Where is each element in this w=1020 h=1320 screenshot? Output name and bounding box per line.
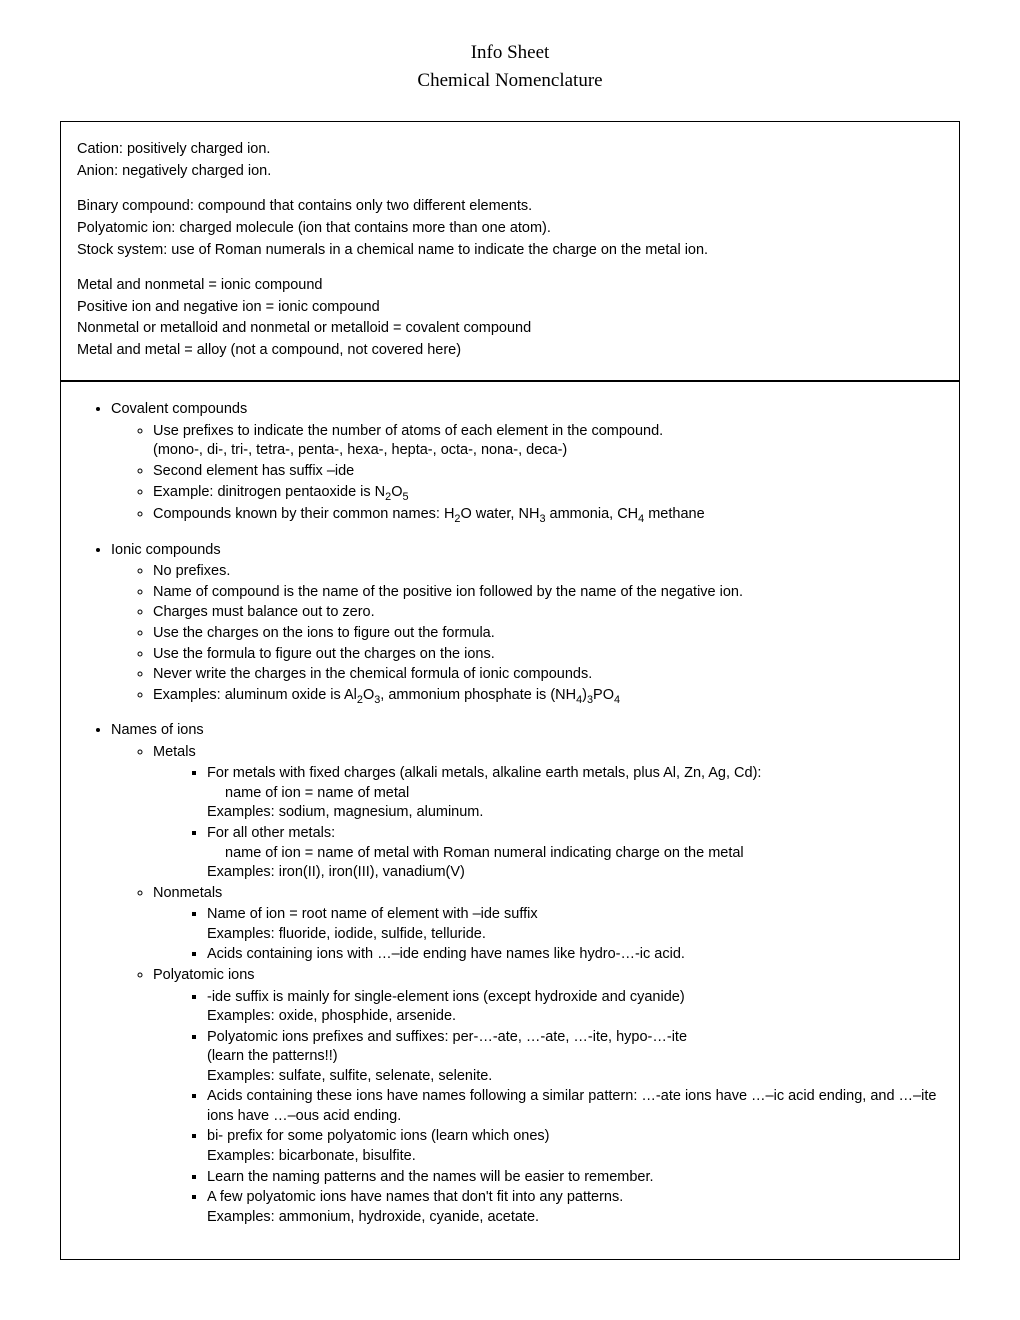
poly-acids: Acids containing these ions have names f… [207, 1087, 943, 1126]
rule-nonmetal-metalloid: Nonmetal or metalloid and nonmetal or me… [77, 319, 943, 339]
cov-common: Compounds known by their common names: H… [153, 505, 943, 527]
ion-examples: Examples: aluminum oxide is Al2O3, ammon… [153, 686, 943, 708]
nonmetals-ide: Name of ion = root name of element with … [207, 905, 943, 944]
m1: For metals with fixed charges (alkali me… [207, 765, 761, 781]
metals-other: For all other metals: name of ion = name… [207, 824, 943, 883]
cov-i1b: (mono-, di-, tri-, tetra-, penta-, hexa-… [153, 442, 567, 458]
ion-i7e: PO [593, 687, 614, 703]
nonmetals-label: Nonmetals [153, 885, 222, 901]
rule-metal-nonmetal: Metal and nonmetal = ionic compound [77, 276, 943, 296]
cov-i1: Use prefixes to indicate the number of a… [153, 423, 663, 439]
covalent-section: Covalent compounds Use prefixes to indic… [111, 400, 943, 526]
m1b: name of ion = name of metal [207, 784, 943, 804]
metals-sub: Metals For metals with fixed charges (al… [153, 743, 943, 883]
poly-label: Polyatomic ions [153, 967, 255, 983]
def-anion: Anion: negatively charged ion. [77, 162, 943, 182]
p4: bi- prefix for some polyatomic ions (lea… [207, 1128, 550, 1144]
poly-ide: -ide suffix is mainly for single-element… [207, 988, 943, 1027]
p1: -ide suffix is mainly for single-element… [207, 989, 685, 1005]
m2b: name of ion = name of metal with Roman n… [207, 844, 943, 864]
cov-i4c: ammonia, CH [545, 506, 638, 522]
cov-i3a: Example: dinitrogen pentaoxide is N [153, 484, 385, 500]
def-cation: Cation: positively charged ion. [77, 140, 943, 160]
ion-i7c: , ammonium phosphate is (NH [380, 687, 576, 703]
p4b: Examples: bicarbonate, bisulfite. [207, 1148, 416, 1164]
ion-formula-charges: Use the formula to figure out the charge… [153, 645, 943, 665]
n1: Name of ion = root name of element with … [207, 906, 538, 922]
ionic-head: Ionic compounds [111, 542, 221, 558]
cov-example: Example: dinitrogen pentaoxide is N2O5 [153, 483, 943, 505]
cov-suffix: Second element has suffix –ide [153, 462, 943, 482]
p6: A few polyatomic ions have names that do… [207, 1189, 623, 1205]
ion-charges-formula: Use the charges on the ions to figure ou… [153, 624, 943, 644]
cov-i4a: Compounds known by their common names: H [153, 506, 454, 522]
m2c: Examples: iron(II), iron(III), vanadium(… [207, 864, 465, 880]
rule-pos-neg: Positive ion and negative ion = ionic co… [77, 298, 943, 318]
ion-never-write: Never write the charges in the chemical … [153, 665, 943, 685]
def-stock: Stock system: use of Roman numerals in a… [77, 241, 943, 261]
rules-box: Covalent compounds Use prefixes to indic… [60, 381, 960, 1260]
poly-exceptions: A few polyatomic ions have names that do… [207, 1188, 943, 1227]
cov-i3b: O [391, 484, 402, 500]
nonmetals-sub: Nonmetals Name of ion = root name of ele… [153, 884, 943, 965]
ion-noprefix: No prefixes. [153, 562, 943, 582]
names-section: Names of ions Metals For metals with fix… [111, 721, 943, 1227]
metals-fixed: For metals with fixed charges (alkali me… [207, 764, 943, 823]
ion-name: Name of compound is the name of the posi… [153, 583, 943, 603]
p6b: Examples: ammonium, hydroxide, cyanide, … [207, 1209, 539, 1225]
main-list: Covalent compounds Use prefixes to indic… [77, 400, 943, 1227]
names-head: Names of ions [111, 722, 204, 738]
ion-i7a: Examples: aluminum oxide is Al [153, 687, 357, 703]
cov-prefixes: Use prefixes to indicate the number of a… [153, 422, 943, 461]
ionic-section: Ionic compounds No prefixes. Name of com… [111, 541, 943, 708]
rule-metal-metal: Metal and metal = alloy (not a compound,… [77, 341, 943, 361]
poly-bi: bi- prefix for some polyatomic ions (lea… [207, 1127, 943, 1166]
poly-learn: Learn the naming patterns and the names … [207, 1168, 943, 1188]
ion-balance: Charges must balance out to zero. [153, 603, 943, 623]
ion-i7b: O [363, 687, 374, 703]
cov-i4b: O water, NH [460, 506, 539, 522]
p2b: (learn the patterns!!) [207, 1048, 338, 1064]
n1b: Examples: fluoride, iodide, sulfide, tel… [207, 926, 486, 942]
def-polyatomic: Polyatomic ion: charged molecule (ion th… [77, 219, 943, 239]
polyatomic-sub: Polyatomic ions -ide suffix is mainly fo… [153, 966, 943, 1227]
covalent-head: Covalent compounds [111, 401, 247, 417]
def-binary: Binary compound: compound that contains … [77, 197, 943, 217]
p2c: Examples: sulfate, sulfite, selenate, se… [207, 1068, 492, 1084]
nonmetals-acids: Acids containing ions with …–ide ending … [207, 945, 943, 965]
cov-i4d: methane [644, 506, 704, 522]
page-title: Info Sheet [60, 40, 960, 66]
page-subtitle: Chemical Nomenclature [60, 68, 960, 94]
metals-label: Metals [153, 744, 196, 760]
definitions-box: Cation: positively charged ion. Anion: n… [60, 121, 960, 381]
p2: Polyatomic ions prefixes and suffixes: p… [207, 1029, 687, 1045]
p1b: Examples: oxide, phosphide, arsenide. [207, 1008, 456, 1024]
m2: For all other metals: [207, 825, 335, 841]
m1c: Examples: sodium, magnesium, aluminum. [207, 804, 483, 820]
poly-suffixes: Polyatomic ions prefixes and suffixes: p… [207, 1028, 943, 1087]
